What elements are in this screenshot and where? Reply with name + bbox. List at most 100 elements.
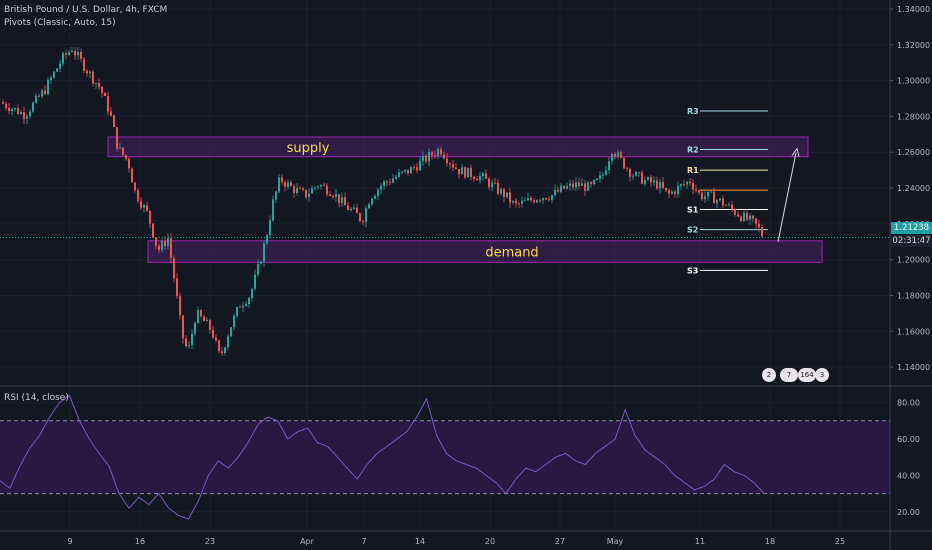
candle-body	[284, 182, 286, 187]
zone-label-demand: demand	[485, 246, 538, 261]
candle-body	[446, 158, 448, 164]
candle-body	[725, 205, 727, 207]
x-tick-label: 20	[485, 537, 495, 546]
candle-body	[638, 171, 640, 173]
candle-body	[416, 167, 418, 171]
x-tick-label: 14	[415, 537, 425, 546]
candle-body	[590, 182, 592, 185]
candle-body	[173, 258, 175, 279]
candle-body	[290, 182, 292, 187]
x-tick-label: 18	[765, 537, 775, 546]
candle-body	[29, 111, 31, 117]
candle-body	[716, 199, 718, 204]
candle-body	[506, 192, 508, 198]
candle-body	[158, 245, 160, 251]
candle-body	[353, 207, 355, 209]
candle-body	[566, 186, 568, 189]
candle-body	[596, 178, 598, 180]
candle-body	[680, 184, 682, 186]
candle-body	[635, 171, 637, 176]
projection	[777, 147, 800, 242]
candle-body	[482, 173, 484, 176]
x-tick-label: 27	[555, 537, 565, 546]
candle-body	[629, 168, 631, 177]
rsi-series	[0, 394, 765, 520]
candle-body	[551, 195, 553, 200]
candle-body	[752, 215, 754, 219]
price-tick-label: 1.34000	[897, 5, 930, 14]
candle-body	[401, 171, 403, 173]
price-tick-label: 1.20000	[897, 256, 930, 265]
candle-body	[26, 116, 28, 119]
candle-body	[398, 172, 400, 177]
candle-body	[152, 223, 154, 238]
candle-body	[419, 160, 421, 171]
candle-body	[677, 185, 679, 195]
candle-body	[32, 102, 34, 112]
candle-body	[311, 188, 313, 194]
event-badge-2[interactable]: 7	[780, 368, 798, 382]
candle-body	[263, 243, 265, 262]
zone-demand	[147, 240, 823, 263]
candle-body	[287, 182, 289, 187]
candle-body	[143, 205, 145, 208]
candle-body	[329, 194, 331, 196]
candle-body	[599, 175, 601, 179]
candle-body	[383, 181, 385, 186]
candle-body	[272, 199, 274, 221]
candle-body	[236, 307, 238, 316]
event-badge-4[interactable]: 3	[815, 368, 829, 382]
candle-body	[23, 111, 25, 119]
candle-body	[278, 177, 280, 192]
candle-body	[686, 181, 688, 185]
price-tick-label: 1.14000	[897, 363, 930, 372]
candle-body	[344, 197, 346, 206]
candle-body	[542, 198, 544, 201]
x-tick-label: 7	[361, 537, 366, 546]
candle-body	[443, 154, 445, 159]
candle-body	[119, 147, 121, 149]
pivot-label-r3: R3	[687, 107, 699, 116]
candle-body	[722, 198, 724, 206]
event-badge-3[interactable]: 164	[798, 368, 816, 382]
candle-body	[206, 319, 208, 322]
candle-body	[92, 71, 94, 84]
candle-body	[212, 329, 214, 338]
price-tick-label: 1.24000	[897, 184, 930, 193]
candle-body	[536, 200, 538, 203]
candle-body	[476, 178, 478, 181]
candle-body	[698, 190, 700, 193]
instrument-legend[interactable]: British Pound / U.S. Dollar, 4h, FXCM	[4, 5, 168, 15]
candle-body	[125, 154, 127, 159]
candle-body	[509, 192, 511, 203]
candle-body	[41, 90, 43, 97]
candle-body	[377, 189, 379, 196]
rsi-tick-label: 40.00	[897, 471, 920, 480]
candle-body	[704, 196, 706, 200]
pivots-legend[interactable]: Pivots (Classic, Auto, 15)	[4, 18, 116, 28]
bar-countdown-label: 02:31:47	[891, 235, 932, 247]
x-tick-label: 25	[835, 537, 845, 546]
candle-body	[578, 182, 580, 186]
price-tick-label: 1.26000	[897, 148, 930, 157]
candle-body	[569, 183, 571, 187]
candle-body	[674, 191, 676, 195]
candle-body	[512, 200, 514, 203]
candle-body	[461, 167, 463, 175]
candle-body	[215, 337, 217, 341]
rsi-legend[interactable]: RSI (14, close)	[4, 393, 69, 403]
candle-body	[296, 188, 298, 193]
candle-body	[251, 288, 253, 299]
candle-body	[452, 164, 454, 168]
candle-body	[563, 185, 565, 189]
price-tick-label: 1.16000	[897, 327, 930, 336]
candle-body	[644, 180, 646, 184]
candle-body	[359, 213, 361, 221]
rsi-tick-label: 60.00	[897, 435, 920, 444]
event-badge-1[interactable]: 2	[762, 368, 776, 382]
projection-arrow-line	[777, 152, 797, 242]
candle-body	[650, 177, 652, 183]
rsi-line	[0, 394, 765, 520]
candle-body	[335, 194, 337, 198]
